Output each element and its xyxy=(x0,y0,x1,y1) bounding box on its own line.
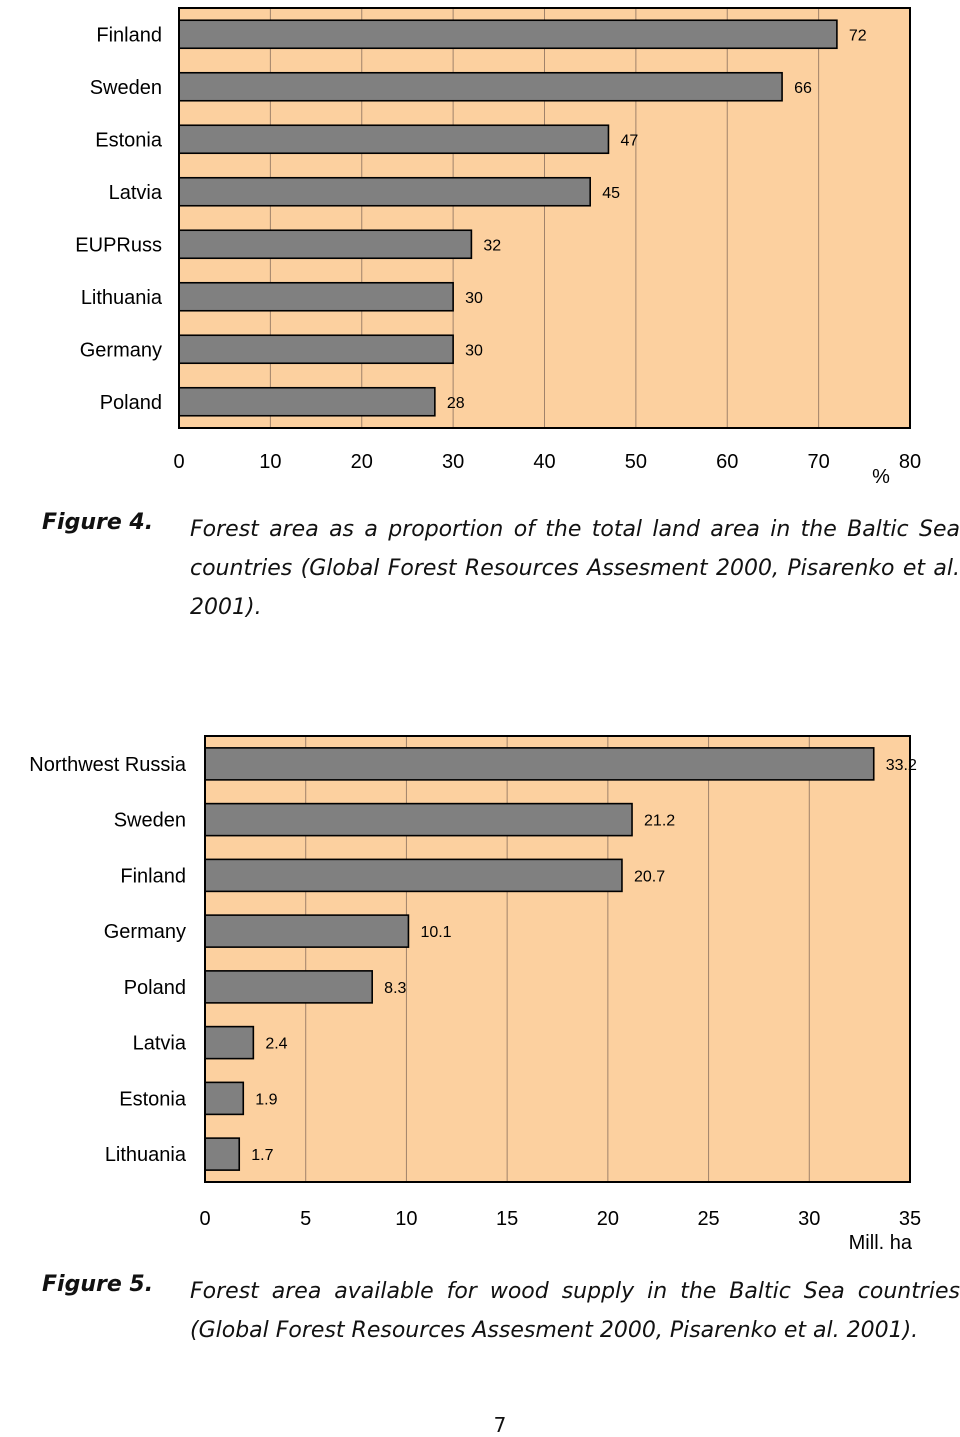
x-tick-label: 35 xyxy=(899,1208,921,1230)
x-tick-label: 20 xyxy=(597,1208,619,1230)
data-label: 2.4 xyxy=(265,1036,287,1053)
data-label: 66 xyxy=(794,80,812,97)
data-label: 28 xyxy=(447,395,465,412)
bar xyxy=(178,176,591,207)
x-unit-label: Mill. ha xyxy=(849,1232,913,1250)
bar xyxy=(204,1025,255,1060)
figure-5-text: Forest area available for wood supply in… xyxy=(190,1279,960,1343)
figure-5-label: Figure 5. xyxy=(42,1272,154,1297)
wood-supply-area-chart: Northwest Russia 33.2 Sweden 21.2 Finland 20.… xyxy=(29,735,921,1250)
category-label: Estonia xyxy=(119,1088,187,1110)
category-label: Finland xyxy=(96,24,162,46)
bar xyxy=(178,19,838,50)
bar xyxy=(204,1081,245,1116)
data-label: 8.3 xyxy=(384,980,406,997)
x-tick-label: 50 xyxy=(625,451,647,473)
x-tick-label: 25 xyxy=(697,1208,719,1230)
data-label: 72 xyxy=(849,27,867,44)
x-tick-label: 10 xyxy=(259,451,281,473)
data-label: 45 xyxy=(602,185,620,202)
figure-4-text: Forest area as a proportion of the total… xyxy=(190,517,960,620)
data-label: 1.7 xyxy=(251,1147,273,1164)
bar xyxy=(204,1137,241,1171)
category-label: Germany xyxy=(80,339,162,361)
data-label: 30 xyxy=(465,342,483,359)
page-number: 7 xyxy=(493,1413,507,1437)
x-tick-label: 30 xyxy=(798,1208,820,1230)
figure-4-label: Figure 4. xyxy=(42,510,154,535)
category-label: Poland xyxy=(124,977,186,999)
x-tick-label: 30 xyxy=(442,451,464,473)
data-label: 21.2 xyxy=(644,813,675,830)
category-label: Northwest Russia xyxy=(29,754,187,776)
bar xyxy=(204,914,410,948)
category-label: Finland xyxy=(120,865,186,887)
x-tick-label: 0 xyxy=(173,451,184,473)
category-label: Lithuania xyxy=(105,1144,187,1166)
data-label: 32 xyxy=(483,237,501,254)
category-label: Poland xyxy=(100,392,162,414)
x-tick-label: 10 xyxy=(395,1208,417,1230)
x-tick-label: 60 xyxy=(716,451,738,473)
category-label: Germany xyxy=(104,921,186,943)
x-tick-label: 80 xyxy=(899,451,921,473)
bar xyxy=(178,386,436,417)
x-tick-label: 20 xyxy=(351,451,373,473)
x-tick-label: 5 xyxy=(300,1208,311,1230)
data-label: 10.1 xyxy=(420,924,451,941)
category-label: Estonia xyxy=(95,129,163,151)
data-label: 30 xyxy=(465,290,483,307)
category-label: Sweden xyxy=(90,77,162,99)
data-label: 47 xyxy=(620,132,638,149)
category-label: Latvia xyxy=(133,1033,187,1055)
x-tick-label: 40 xyxy=(533,451,555,473)
x-unit-label: % xyxy=(872,466,890,488)
bar xyxy=(204,858,623,893)
data-label: 1.9 xyxy=(255,1091,277,1108)
x-tick-label: 70 xyxy=(808,451,830,473)
plot-border xyxy=(204,735,911,1183)
category-label: Sweden xyxy=(114,810,186,832)
forest-proportion-chart: Finland 72 Sweden 66 Estonia 47 Latvia 45 EUPRus… xyxy=(75,7,921,488)
bar xyxy=(178,281,454,312)
bar xyxy=(204,970,373,1004)
bar xyxy=(178,334,454,365)
bar xyxy=(204,747,875,781)
data-label: 33.2 xyxy=(886,757,917,774)
bar xyxy=(204,802,633,837)
bar xyxy=(178,124,610,155)
data-label: 20.7 xyxy=(634,868,665,885)
category-label: Latvia xyxy=(109,182,163,204)
bar xyxy=(178,229,473,260)
x-tick-label: 15 xyxy=(496,1208,518,1230)
plot-border xyxy=(178,7,911,429)
x-tick-label: 0 xyxy=(199,1208,210,1230)
category-label: Lithuania xyxy=(81,287,163,309)
category-label: EUPRuss xyxy=(75,234,162,256)
bar xyxy=(178,71,783,102)
